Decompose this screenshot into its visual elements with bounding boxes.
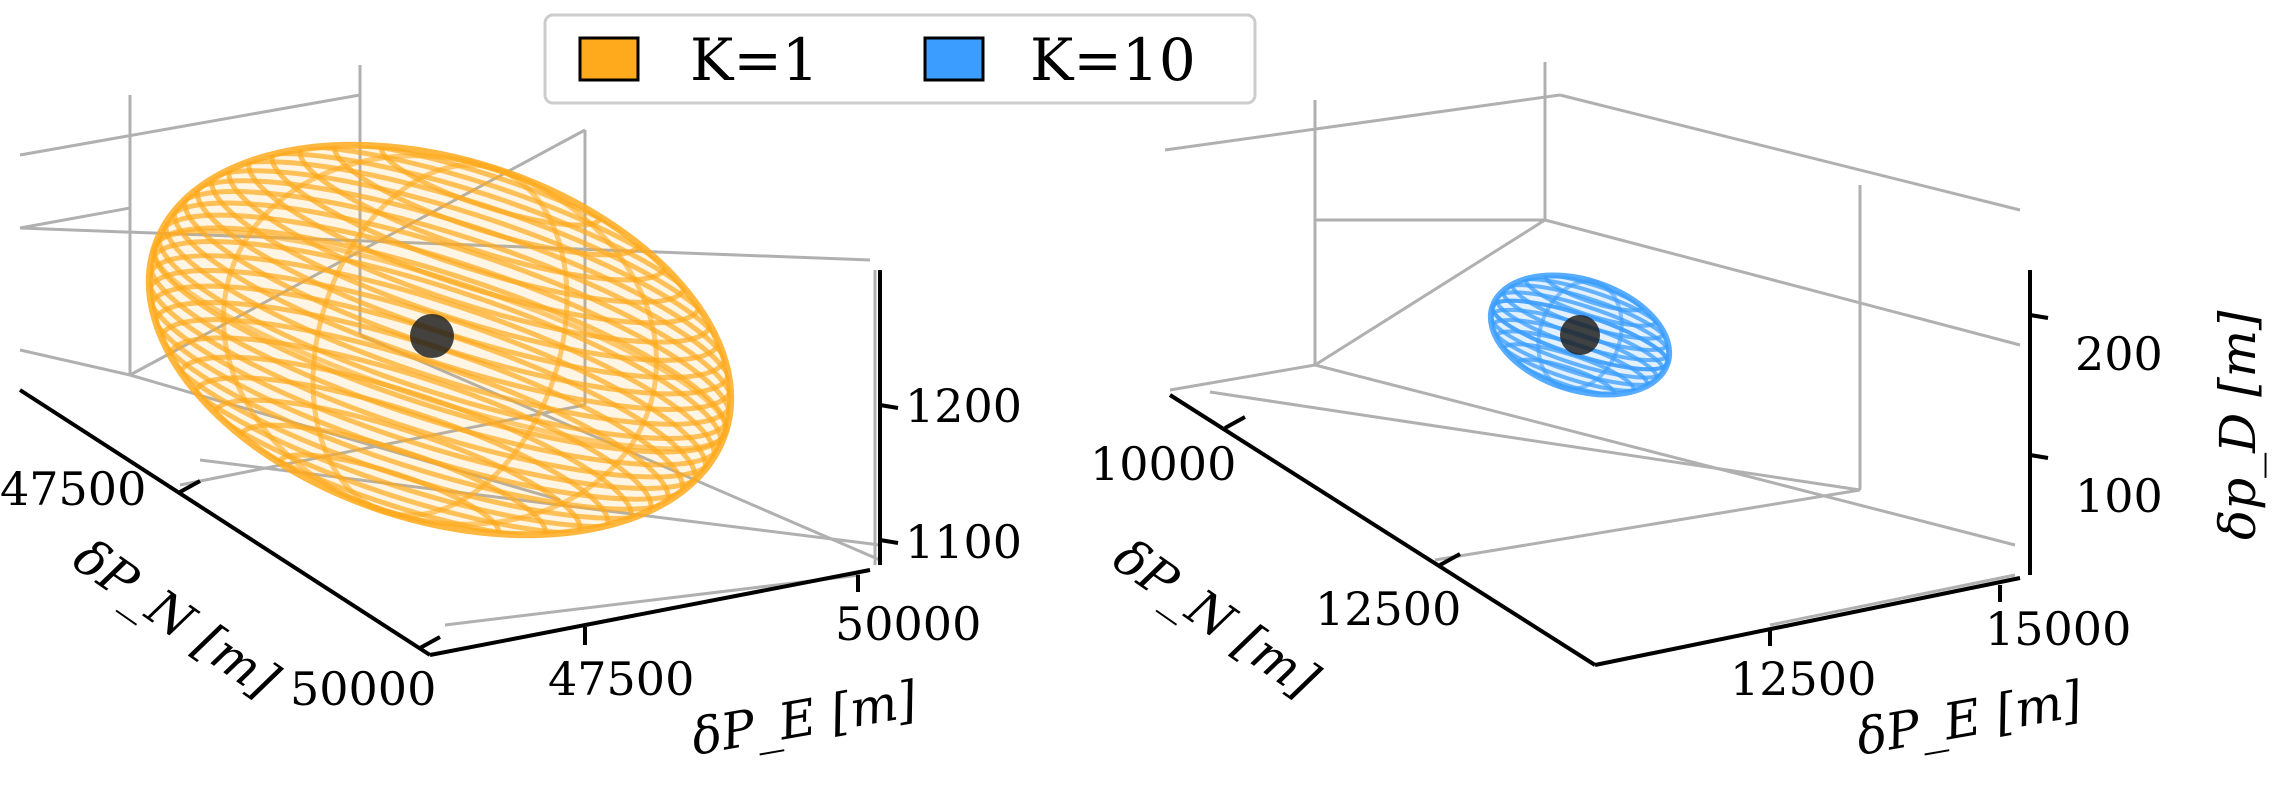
ellipsoid-k1-ring	[166, 335, 654, 530]
legend-label-k10: K=10	[1030, 26, 1196, 94]
subplot-k1: 47500 50000 47500 50000 1100 1200 δP_N […	[0, 65, 1022, 767]
ellipsoid-k1	[145, 132, 735, 548]
ylabel-k1: δP_N [m]	[63, 527, 289, 709]
ticks-k1	[179, 403, 899, 650]
ztick-k10-0: 100	[2075, 469, 2163, 523]
tick-labels-k1: 47500 50000 47500 50000 1100 1200	[0, 379, 1022, 716]
ytick-k10-0: 10000	[1090, 437, 1236, 491]
xtick-k10-1: 15000	[1985, 602, 2131, 656]
subplot-k10: 10000 12500 12500 15000 100 200 δP_N [m]…	[1090, 62, 2267, 767]
ztick-k1-0: 1100	[905, 515, 1022, 569]
legend: K=1 K=10	[543, 13, 1257, 105]
xtick-k10-0: 12500	[1730, 652, 1876, 706]
ticks-k10	[1224, 313, 2049, 646]
ztick-k10-1: 200	[2075, 327, 2163, 381]
ellipsoid-k1-ring	[148, 239, 724, 468]
ylabel-k10: δP_N [m]	[1103, 527, 1329, 709]
legend-swatch-k1	[578, 36, 640, 82]
xlabel-k10: δP_E [m]	[1852, 670, 2087, 767]
zlabel-k10: δp_D [m]	[2209, 310, 2267, 540]
ytick-k10-1: 12500	[1315, 582, 1461, 636]
ellipsoid-k1-ring	[146, 253, 717, 480]
xlabel-k1: δP_E [m]	[687, 670, 922, 767]
axes-k10	[1168, 270, 2032, 667]
center-marker-k10	[1560, 315, 1600, 355]
center-marker-k1	[410, 314, 454, 358]
ellipsoid-k1-ring	[146, 268, 708, 491]
ellipsoid-k10	[1487, 270, 1673, 400]
xtick-k1-1: 50000	[835, 597, 981, 651]
legend-label-k1: K=1	[690, 26, 819, 94]
ztick-k1-1: 1200	[905, 379, 1022, 433]
grid-k10	[1164, 62, 2021, 627]
tick-labels-k10: 10000 12500 12500 15000 100 200	[1090, 327, 2163, 706]
xtick-k1-0: 47500	[548, 652, 694, 706]
ytick-k1-0: 47500	[0, 462, 146, 516]
ellipsoid-k1-ring	[156, 212, 732, 441]
legend-swatch-k10	[923, 36, 985, 82]
ytick-k1-1: 50000	[290, 662, 436, 716]
axes-k1	[18, 270, 882, 657]
legend-box	[543, 13, 1257, 105]
